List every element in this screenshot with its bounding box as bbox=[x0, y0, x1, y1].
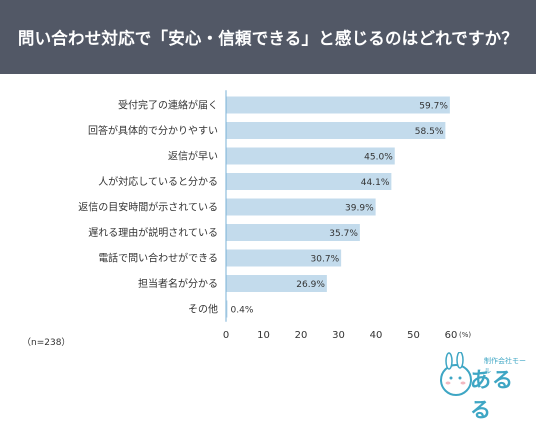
bar bbox=[226, 198, 376, 216]
data-label: 39.9% bbox=[345, 204, 374, 214]
tick-label: 20 bbox=[295, 330, 308, 341]
category-label: 遅れる理由が説明されている bbox=[88, 226, 218, 239]
bar bbox=[226, 249, 342, 267]
tick-label: 60 bbox=[445, 330, 458, 341]
tick-label: 0 bbox=[223, 330, 229, 341]
bar bbox=[226, 275, 327, 292]
bar bbox=[226, 147, 395, 165]
bar-chart: 受付完了の連絡が届く 59.7% 回答が具体的で分かりやすい 58.5% 返信が早い 45… bbox=[78, 90, 471, 341]
category-label: 人が対応していると分かる bbox=[98, 175, 218, 188]
data-label: 30.7% bbox=[311, 255, 340, 265]
category-label: 電話で問い合わせができる bbox=[98, 252, 218, 265]
page-title: 問い合わせ対応で「安心・信頼できる」と感じるのはどれですか？ bbox=[17, 29, 519, 48]
category-label: 担当者名が分かる bbox=[138, 277, 218, 290]
data-label: 44.1% bbox=[361, 178, 390, 188]
rabbit-mascot-icon bbox=[440, 352, 472, 396]
bar bbox=[226, 122, 446, 139]
header-banner: 問い合わせ対応で「安心・信頼できる」と感じるのはどれですか？ bbox=[0, 0, 536, 74]
data-label: 26.9% bbox=[296, 280, 325, 290]
tick-label: 40 bbox=[370, 330, 383, 341]
category-label: 返信の目安時間が示されている bbox=[78, 201, 218, 214]
bar bbox=[226, 96, 450, 114]
tick-label: 50 bbox=[407, 330, 420, 341]
bar bbox=[226, 173, 392, 190]
category-label: 返信が早い bbox=[168, 150, 218, 163]
category-label: 受付完了の連絡が届く bbox=[118, 99, 218, 112]
logo-name: あるる bbox=[470, 368, 514, 422]
category-label: その他 bbox=[188, 303, 218, 316]
tick-label: 30 bbox=[332, 330, 345, 341]
data-label: 59.7% bbox=[419, 102, 448, 112]
category-label: 回答が具体的で分かりやすい bbox=[88, 124, 218, 137]
bar bbox=[226, 224, 360, 241]
data-label: 45.0% bbox=[364, 153, 393, 163]
data-label: 58.5% bbox=[415, 127, 444, 137]
bar bbox=[226, 300, 228, 318]
brand-logo: 制作会社モール あるる bbox=[436, 352, 532, 422]
data-label: 0.4% bbox=[231, 306, 254, 316]
data-label: 35.7% bbox=[329, 229, 358, 239]
sample-size-note: （n=238） bbox=[22, 338, 71, 348]
tick-label: 10 bbox=[257, 330, 270, 341]
axis-unit-label: (%) bbox=[459, 331, 471, 339]
logo-tagline: 制作会社モール bbox=[484, 357, 526, 375]
